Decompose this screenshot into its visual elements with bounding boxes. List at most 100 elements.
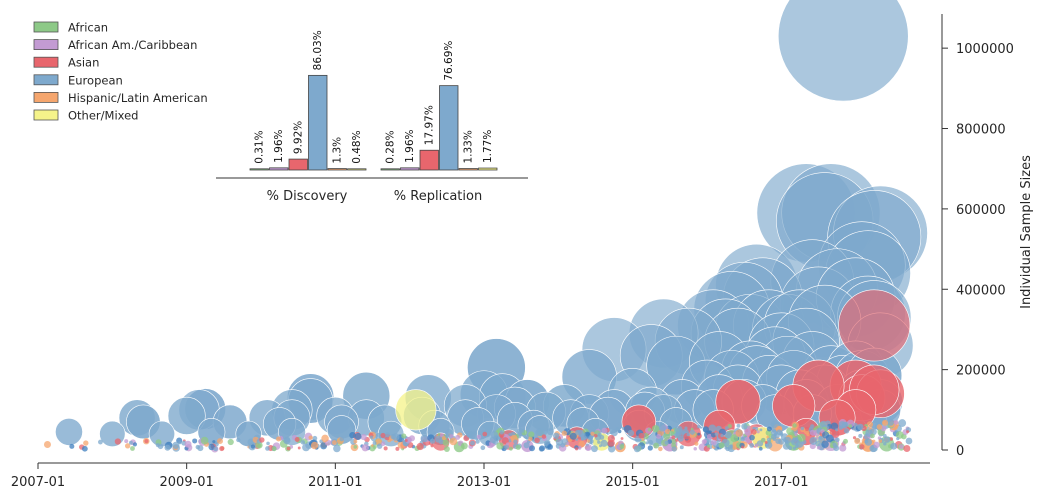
bubble-small [663,432,671,440]
bubble-small [770,422,775,427]
bubble-small [259,437,265,443]
bubble-small [589,439,594,444]
inset-bar-label: 86.03% [312,30,324,70]
bubble-small [43,441,51,449]
bubble-small [619,444,625,449]
bubble-small [804,427,809,432]
bubble-small [437,432,441,437]
bubble-small [724,426,729,431]
bubble-small [172,441,180,449]
bubble-small [878,439,883,443]
bubble-small [674,425,683,434]
bubble-small [792,423,797,428]
bubble-small [470,440,475,446]
bubble-small [302,443,310,452]
bubble-small [697,432,701,436]
bubble-small [577,445,582,450]
bubble-small [578,440,586,448]
inset-group-label: % Replication [394,189,482,204]
bubble-small [445,434,450,439]
bubble-small [294,436,300,442]
bubble-small [697,424,701,429]
bubble-small [645,441,649,445]
y-tick-label: 800000 [956,123,1006,138]
bubble-small [821,440,829,448]
bubble-small [155,443,160,448]
bubble-small [383,446,388,451]
bubble-european [167,396,206,435]
bubble-small [395,446,400,451]
bubble-small [124,443,131,449]
bubble-small [831,430,840,438]
x-axis: 2007-01 2009-01 2011-01 2013-01 2015-01 2017-… [11,462,930,490]
bubble-small [561,430,567,436]
bubble-small [770,433,777,440]
bubble-small [899,444,904,449]
legend-swatch [33,56,59,68]
bubble-small [476,434,482,440]
bubble-small [736,423,741,428]
bubble-small [271,446,277,452]
bubble-small [380,441,386,447]
bubble-small [835,437,840,443]
bubble-small [601,427,608,434]
inset-bar-label: 1.96% [273,129,285,162]
bubble-small [651,425,660,433]
bubble-small [730,434,739,443]
bubble-small [390,433,397,440]
bubble-small [896,437,900,441]
bubble-small [599,434,605,440]
bubble-small [776,429,783,436]
bubble-small [547,443,554,450]
bubble-small [675,438,679,442]
bubble-small [482,431,488,437]
bubble-small [797,433,806,442]
bubble-small [876,424,883,430]
bubble-small [806,432,810,437]
bubble-asian [838,289,911,362]
bubble-small [610,429,618,437]
bubble-small [333,444,341,453]
inset-bar [439,85,459,171]
bubble-small [114,438,122,445]
bubble-small [528,431,535,438]
inset-bar [347,168,367,171]
inset-bar [478,167,498,171]
bubble-small [658,446,663,452]
bubble-small [647,428,652,432]
bubble-small [308,435,313,440]
bubble-small [689,429,695,435]
legend-label: Asian [68,56,99,70]
bubble-small [132,442,138,447]
bubble-small [372,444,377,449]
inset-bar-label: 76.69% [443,41,455,81]
bubble-small [615,427,620,432]
bubble-small [906,430,910,434]
inset-bar-label: 1.77% [482,130,494,163]
bubble-small [832,442,837,448]
bubble-small [569,432,577,440]
bubble-small [460,442,468,450]
bubble-small [703,439,707,443]
bubble-small [528,445,535,452]
bubble-small [257,443,262,448]
bubble-small [600,439,608,447]
bubble-small [883,442,887,446]
bubble-small [784,436,792,444]
x-tick-label: 2017-01 [754,475,808,490]
bubble-small [508,432,512,437]
bubble-small [499,430,504,435]
bubble-small [286,446,291,451]
ancestry-bar-inset: 0.31% 1.96% 9.92% 86.03% 1.3% 0.48% % Discover… [216,30,528,204]
bubble-small [714,432,719,436]
inset-bar-label: 0.31% [254,130,266,163]
bubble-small [81,445,88,452]
x-tick-label: 2011-01 [308,475,362,490]
bubble-small [607,434,615,443]
bubble-small [822,431,830,439]
bubble-small [883,436,891,443]
bubble-small [219,446,225,452]
bubble-small [178,441,182,445]
bubble-small [597,440,601,444]
bubble-small [525,436,529,440]
